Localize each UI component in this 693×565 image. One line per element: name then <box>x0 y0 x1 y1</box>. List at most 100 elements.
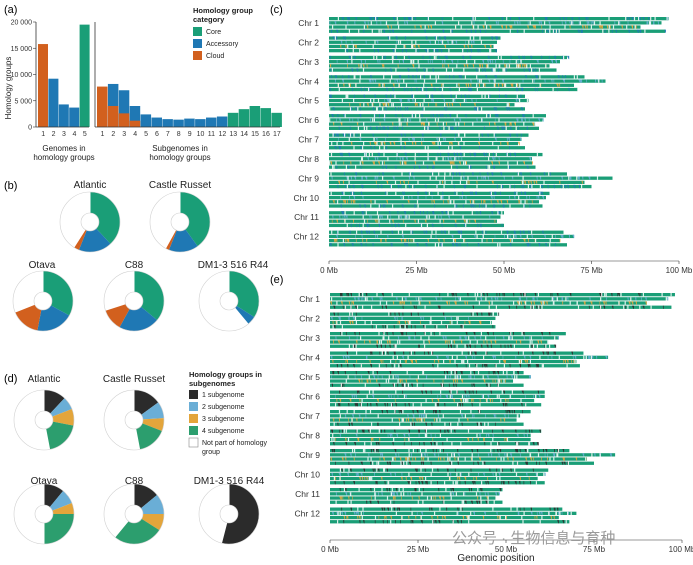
haplotype-gap <box>350 492 478 496</box>
haplotype-variation <box>350 141 520 146</box>
legend-a-swatch <box>193 51 202 60</box>
haplotype-bar <box>329 49 497 53</box>
haplotype-variation <box>341 211 500 215</box>
x-tick-label: 25 Mb <box>407 545 430 554</box>
a2-bar <box>97 86 108 127</box>
haplotype-bar <box>329 161 532 165</box>
pie-b-slice <box>134 271 164 321</box>
haplotype-variation <box>343 515 555 520</box>
haplotype-gap <box>360 64 547 68</box>
x-tick-label: 0 Mb <box>321 545 339 554</box>
legend-d-label: Not part of homology <box>202 440 267 447</box>
haplotype-bar <box>329 219 497 223</box>
haplotype-gap <box>331 437 509 442</box>
haplotype-variation <box>329 64 547 68</box>
haplotype-bar <box>330 433 531 437</box>
a1-x-tick-label: 5 <box>83 131 87 138</box>
haplotype-bar <box>330 336 559 340</box>
x-tick-label: 50 Mb <box>495 545 518 554</box>
haplotype-variation <box>353 344 557 348</box>
a1-x-tick-label: 1 <box>41 131 45 138</box>
a2-bar <box>107 83 119 127</box>
a2-x-tick-label: 16 <box>262 131 270 138</box>
pie-b-1: Castle Russet <box>149 180 211 253</box>
pie-b-title: C88 <box>125 260 144 271</box>
haplotype-bar <box>330 429 542 433</box>
haplotype-variation <box>330 68 537 72</box>
watermark-text: 公众号 · 生物信息与育种 <box>452 530 615 547</box>
pie-d-slice <box>141 402 164 420</box>
legend-d-label: 1 subgenome <box>202 392 245 399</box>
haplotype-variation <box>369 98 520 103</box>
haplotype-bar <box>330 442 538 446</box>
a2-x-tick-label: 14 <box>240 131 248 138</box>
a2-bar <box>118 90 130 127</box>
haplotype-variation <box>335 394 541 398</box>
legend-a-swatch <box>193 27 202 36</box>
a2-x-tick-label: 1 <box>100 131 104 138</box>
haplotype-gap <box>341 98 528 103</box>
haplotype-bar <box>330 379 514 383</box>
pie-b-title: Castle Russet <box>149 180 211 191</box>
a1-y-tick-label: 10 000 <box>11 72 33 79</box>
x-tick-label: 100 Mb <box>666 266 693 275</box>
haplotype-variation <box>332 200 533 204</box>
haplotype-variation <box>381 410 523 414</box>
chr-label: Chr 6 <box>299 392 320 402</box>
haplotype-bar <box>330 371 524 375</box>
haplotype-bar <box>330 492 499 496</box>
haplotype-bar <box>329 215 501 219</box>
pie-d-slice <box>52 408 74 426</box>
haplotype-gap <box>333 422 489 426</box>
haplotype-gap <box>359 79 600 83</box>
haplotype-gap <box>348 344 551 348</box>
chr-label: Chr 12 <box>294 509 320 519</box>
pie-b-outline <box>149 191 211 253</box>
chr-label: Chr 8 <box>299 431 320 441</box>
haplotype-bar <box>329 184 592 189</box>
panel-label-a: (a) <box>4 4 17 16</box>
haplotype-bar <box>329 68 557 72</box>
haplotype-bar <box>329 126 539 130</box>
haplotype-bar <box>329 64 550 68</box>
haplotype-gap <box>370 21 652 25</box>
a2-x-tick-label: 12 <box>218 131 226 138</box>
haplotype-bar <box>330 520 570 524</box>
a2-x-tick-label: 9 <box>188 131 192 138</box>
haplotype-gap <box>329 161 518 165</box>
pie-d-outline <box>103 483 165 545</box>
legend-a-label: Core <box>206 29 221 36</box>
haplotype-bar <box>329 40 497 44</box>
pie-d-outline <box>198 483 260 545</box>
a1-x-tick-label: 3 <box>62 131 66 138</box>
chr-label: Chr 11 <box>294 212 319 222</box>
haplotype-bar <box>330 468 549 472</box>
pie-b-slice <box>180 192 211 247</box>
panel-d-pies: Atlantic Castle Russet Otava C88 DM1-3 516 R… <box>13 374 265 545</box>
haplotype-bar <box>330 340 549 344</box>
haplotype-bar <box>329 243 567 247</box>
x-tick-label: 100 Mb <box>669 545 693 554</box>
haplotype-variation <box>336 165 529 169</box>
a2-bar <box>216 116 228 127</box>
x-tick-label: 25 Mb <box>405 266 428 275</box>
haplotype-bar <box>330 351 584 355</box>
a2-bar <box>173 119 184 127</box>
pie-d-title: C88 <box>125 476 144 487</box>
haplotype-variation <box>340 297 669 301</box>
chr-label: Chr 5 <box>298 96 319 106</box>
haplotype-bar <box>330 410 531 414</box>
pie-b-slice <box>78 228 111 253</box>
a2-x-tick-label: 10 <box>197 131 205 138</box>
haplotype-variation <box>367 157 532 161</box>
haplotype-variation <box>337 403 527 407</box>
x-tick-label: 75 Mb <box>583 545 606 554</box>
haplotype-bar <box>329 87 578 92</box>
pie-d-4: DM1-3 516 R44 <box>194 476 265 545</box>
haplotype-bar <box>330 355 609 359</box>
legend-homology-category: Homology group category Core Accessory Clo… <box>193 6 253 60</box>
panel-label-d: (d) <box>4 373 17 385</box>
haplotype-variation <box>331 472 546 476</box>
a2-bar <box>260 108 271 127</box>
